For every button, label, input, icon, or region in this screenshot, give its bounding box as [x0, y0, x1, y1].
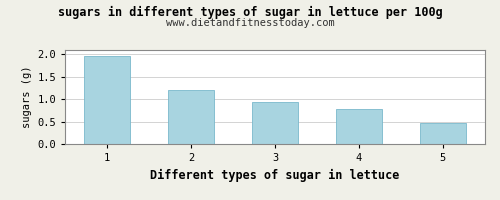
- Y-axis label: sugars (g): sugars (g): [22, 66, 32, 128]
- Bar: [336, 109, 382, 144]
- X-axis label: Different types of sugar in lettuce: Different types of sugar in lettuce: [150, 169, 400, 182]
- Text: www.dietandfitnesstoday.com: www.dietandfitnesstoday.com: [166, 18, 334, 28]
- Bar: [252, 102, 298, 144]
- Bar: [168, 90, 214, 144]
- Text: sugars in different types of sugar in lettuce per 100g: sugars in different types of sugar in le…: [58, 6, 442, 19]
- Bar: [420, 123, 466, 144]
- Bar: [84, 56, 130, 144]
